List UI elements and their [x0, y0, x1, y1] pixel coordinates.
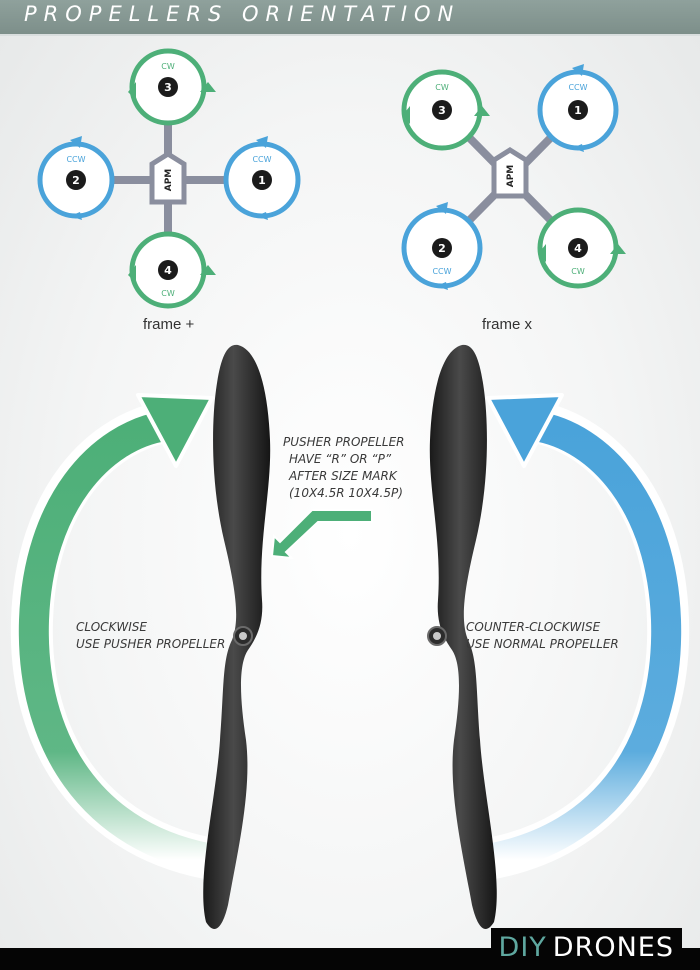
brand-logo: DIY DRONES — [490, 928, 682, 968]
frame-x-caption: frame x — [482, 316, 533, 333]
motor-3: 3 CW — [401, 69, 490, 151]
rotation-label: CCW — [252, 155, 271, 164]
motor-number: 3 — [438, 104, 446, 117]
rotation-label: CW — [571, 267, 585, 276]
motor-number: 1 — [574, 104, 582, 117]
apm-label: APM — [164, 169, 174, 192]
rotation-label: CCW — [66, 155, 85, 164]
rotation-label: CW — [435, 83, 449, 92]
frame-x-diagram: APM 3 CW 1 CCW 2 CCW — [401, 64, 626, 290]
apm-label: APM — [506, 165, 516, 188]
motor-number: 3 — [164, 81, 172, 94]
motor-number: 1 — [258, 174, 266, 187]
motor-1: 1 CCW — [223, 136, 301, 220]
cw-arrow-arc — [18, 411, 221, 875]
pusher-note: PUSHER PROPELLER HAVE “R” OR “P” AFTER S… — [283, 435, 405, 500]
rotation-label: CW — [161, 289, 175, 298]
normal-propeller — [427, 344, 497, 929]
pusher-pointer-arrow — [270, 509, 373, 560]
motor-number: 2 — [72, 174, 80, 187]
motor-number: 4 — [164, 264, 172, 277]
cw-arrow-head — [136, 393, 214, 468]
counter-clockwise-note: COUNTER-CLOCKWISE USE NORMAL PROPELLER — [466, 620, 619, 651]
motor-2: 2 CCW — [37, 136, 115, 220]
rotation-label: CCW — [432, 267, 451, 276]
clockwise-note: CLOCKWISE USE PUSHER PROPELLER — [76, 620, 226, 651]
pusher-propeller — [203, 344, 271, 929]
rotation-label: CW — [161, 62, 175, 71]
apm-controller — [149, 151, 187, 205]
ccw-arrow-head — [486, 393, 564, 468]
apm-controller — [491, 147, 529, 199]
page-title: PROPELLERS ORIENTATION — [24, 2, 461, 26]
frame-plus-diagram: APM 3 CW 2 CCW 1 CCW — [37, 48, 301, 309]
motor-number: 2 — [438, 242, 446, 255]
motor-4: 4 CW — [537, 207, 626, 289]
rotation-label: CCW — [568, 83, 587, 92]
motor-3: 3 CW — [128, 48, 216, 126]
motor-number: 4 — [574, 242, 582, 255]
ccw-arrow-arc — [479, 411, 682, 875]
motor-2: 2 CCW — [401, 202, 483, 290]
motor-1: 1 CCW — [537, 64, 619, 152]
header-bar: PROPELLERS ORIENTATION — [0, 0, 700, 36]
motor-4: 4 CW — [128, 231, 216, 309]
frame-plus-caption: frame + — [143, 316, 195, 333]
